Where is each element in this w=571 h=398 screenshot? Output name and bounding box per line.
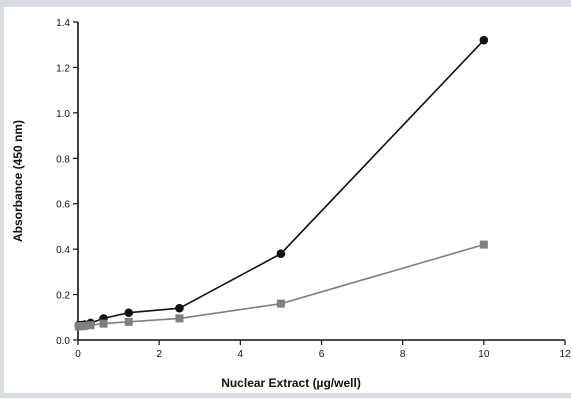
series-1 bbox=[74, 35, 489, 330]
chart-panel: 0.0 0.2 0.4 0.6 0.8 1.0 1.2 1.4 0 2 4 6 8 10 12 Nuclea… bbox=[4, 7, 571, 393]
y-tick-label: 1.0 bbox=[56, 109, 70, 120]
y-tick-label: 0.8 bbox=[56, 154, 70, 165]
y-tick-label: 1.2 bbox=[56, 63, 70, 74]
series-2-point bbox=[479, 240, 488, 249]
x-axis-label: Nuclear Extract (µg/well) bbox=[221, 376, 361, 390]
y-tick-label: 0.4 bbox=[56, 245, 70, 256]
series-1-point bbox=[175, 303, 184, 313]
series-1-point bbox=[276, 249, 286, 258]
x-tick-label: 2 bbox=[156, 349, 162, 360]
axis-ticks: 0.0 0.2 0.4 0.6 0.8 1.0 1.2 1.4 0 2 4 6 8 10 12 bbox=[56, 18, 571, 360]
series-2-point bbox=[99, 319, 108, 328]
left-border-band bbox=[0, 7, 4, 393]
series-2-point bbox=[124, 317, 133, 326]
series-2-point bbox=[80, 321, 89, 330]
series-2-point bbox=[175, 314, 184, 323]
y-axis-label: Absorbance (450 nm) bbox=[11, 120, 25, 242]
x-tick-label: 8 bbox=[400, 349, 406, 360]
y-tick-label: 0.2 bbox=[56, 291, 70, 302]
series bbox=[74, 35, 489, 331]
x-tick-label: 0 bbox=[75, 349, 81, 360]
x-tick-label: 12 bbox=[559, 349, 571, 360]
series-2-point bbox=[276, 299, 285, 308]
y-tick-label: 0.6 bbox=[56, 200, 70, 211]
y-tick-label: 1.4 bbox=[56, 18, 70, 29]
y-tick-label: 0.0 bbox=[56, 336, 70, 347]
series-2 bbox=[74, 240, 488, 331]
top-border-band bbox=[0, 0, 571, 7]
x-tick-label: 4 bbox=[238, 349, 244, 360]
series-1-point bbox=[124, 308, 134, 318]
x-tick-label: 6 bbox=[319, 349, 325, 360]
line-chart: 0.0 0.2 0.4 0.6 0.8 1.0 1.2 1.4 0 2 4 6 8 10 12 Nuclea… bbox=[11, 18, 571, 390]
x-tick-label: 10 bbox=[478, 349, 490, 360]
series-2-point bbox=[86, 321, 95, 330]
series-1-line bbox=[78, 39, 485, 326]
series-1-point bbox=[479, 35, 489, 45]
